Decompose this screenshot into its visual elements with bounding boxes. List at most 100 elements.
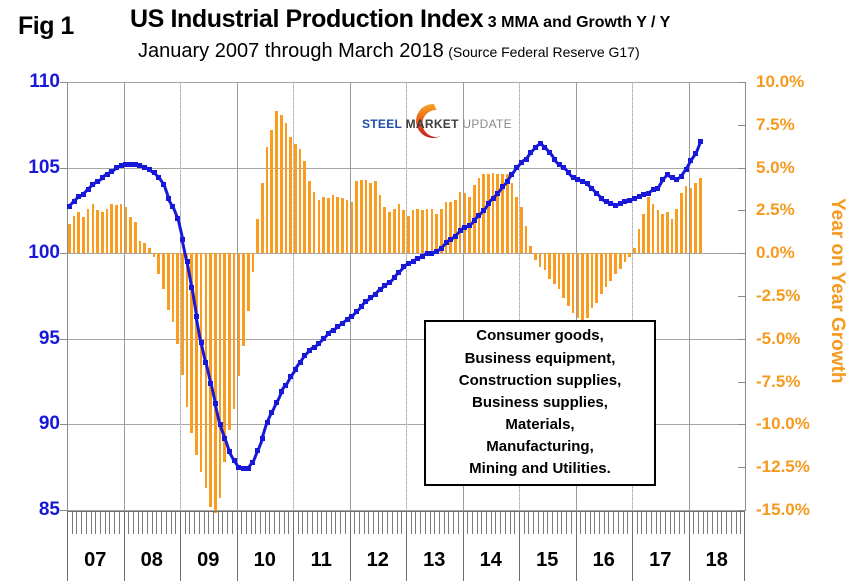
gridline-vertical [632, 82, 633, 510]
x-axis-month-tick [283, 512, 285, 534]
x-axis-year-separator [123, 512, 125, 581]
index-line-marker [316, 341, 322, 347]
growth-bar [336, 196, 340, 254]
index-line-marker [269, 409, 275, 415]
x-axis-month-tick [401, 512, 403, 534]
index-line-marker [85, 187, 91, 193]
y-axis-left-tick-label: 95 [38, 327, 60, 349]
logo-word-steel: STEEL [362, 117, 402, 131]
index-line-marker [274, 399, 280, 405]
index-line-marker [358, 303, 364, 309]
y-axis-left-tick-label: 110 [29, 71, 60, 92]
x-axis-month-tick [260, 512, 262, 534]
annotation-line: Consumer goods, [476, 327, 604, 345]
y-axis-left-tick-mark [60, 167, 68, 169]
growth-bar [162, 253, 165, 290]
index-line-marker [208, 380, 214, 386]
x-axis-month-tick [702, 512, 704, 534]
index-line-marker [142, 165, 148, 171]
index-line-marker [311, 344, 317, 350]
index-line-marker [113, 165, 119, 171]
index-line-marker [109, 168, 115, 174]
x-axis-month-tick [707, 512, 709, 534]
x-axis-month-tick [250, 512, 252, 534]
growth-bar [501, 174, 504, 254]
growth-bar [444, 201, 448, 254]
x-axis-year-label: 18 [705, 549, 728, 571]
index-line-marker [330, 327, 336, 333]
x-axis-month-tick [368, 512, 370, 534]
gridline-vertical [519, 82, 520, 510]
x-axis-month-tick [627, 512, 629, 534]
growth-bar [665, 212, 669, 254]
x-axis-month-tick [481, 512, 483, 534]
index-line-marker [288, 373, 294, 379]
growth-bar [326, 198, 330, 254]
x-axis-month-tick [730, 512, 732, 534]
chart-title-main: US Industrial Production Index [130, 5, 484, 33]
index-line-marker [292, 367, 298, 373]
x-axis-month-tick [95, 512, 97, 534]
growth-bar [637, 229, 641, 254]
index-line-marker [165, 195, 171, 201]
y-axis-left-tick-label: 85 [38, 499, 60, 520]
annotation-line: Business equipment, [464, 349, 616, 367]
growth-bar [463, 193, 467, 254]
y-axis-right-tick-label: -5.0% [756, 328, 801, 348]
index-line-marker [514, 165, 520, 171]
index-line-marker [387, 279, 393, 285]
logo-text: STEEL MARKET UPDATE [362, 117, 512, 131]
x-axis-month-tick [354, 512, 356, 534]
x-axis-year-label: 07 [84, 549, 107, 571]
growth-bar [623, 253, 627, 262]
index-line-marker [476, 213, 482, 219]
index-line-marker [132, 161, 138, 167]
x-axis-month-tick [697, 512, 699, 534]
growth-bar [124, 206, 128, 254]
growth-bar [218, 253, 222, 498]
index-line-marker [212, 401, 218, 407]
x-axis-line [67, 511, 745, 512]
growth-bar [633, 248, 636, 254]
x-axis-month-tick [330, 512, 332, 534]
x-axis-month-tick [641, 512, 643, 534]
growth-bar [576, 253, 580, 319]
growth-bar [392, 208, 396, 254]
x-axis-month-tick [712, 512, 714, 534]
x-axis-month-tick [156, 512, 158, 534]
growth-bar [505, 174, 509, 254]
index-line-marker [660, 177, 666, 183]
gridline-vertical [293, 82, 294, 510]
index-line-marker [339, 320, 345, 326]
index-line-marker [631, 195, 637, 201]
index-line-marker [565, 170, 571, 176]
index-line-marker [226, 449, 232, 455]
x-axis-month-tick [104, 512, 106, 534]
y-axis-left-tick-mark [60, 424, 68, 426]
x-axis-month-tick [373, 512, 375, 534]
growth-bar [308, 181, 311, 254]
growth-bar [96, 210, 99, 254]
x-axis-year-label: 17 [649, 549, 672, 571]
index-line-marker [528, 149, 534, 155]
index-line-marker [495, 190, 501, 196]
x-axis-month-tick [297, 512, 299, 534]
index-line-marker [603, 199, 609, 205]
index-line-marker [189, 284, 195, 290]
growth-bar [407, 215, 410, 254]
chart-title-suffix: 3 MMA and Growth Y / Y [487, 14, 671, 31]
growth-bar [694, 183, 697, 254]
x-axis-month-tick [693, 512, 695, 534]
chart-subtitle: January 2007 through March 2018 (Source … [138, 40, 758, 63]
x-axis-month-tick [377, 512, 379, 534]
growth-bar [251, 253, 255, 273]
x-axis-month-tick [382, 512, 384, 534]
x-axis-month-tick [476, 512, 478, 534]
x-axis-month-tick [71, 512, 73, 534]
growth-bar [119, 203, 123, 254]
x-axis-month-tick [85, 512, 87, 534]
index-line-marker [547, 149, 553, 155]
x-axis-month-tick [570, 512, 572, 534]
index-line-marker [137, 163, 143, 169]
growth-bar [157, 253, 161, 274]
